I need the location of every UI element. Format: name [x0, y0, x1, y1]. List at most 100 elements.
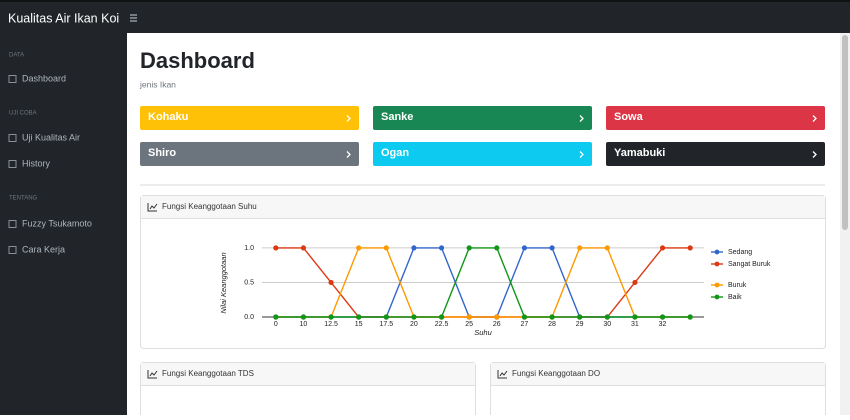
card-bg [140, 106, 359, 130]
series-point [604, 245, 610, 251]
card-chevron [346, 151, 351, 158]
panel-title: Fungsi Keanggotaan Suhu [162, 202, 257, 211]
series-point [549, 314, 555, 320]
sidebar-item[interactable]: Uji Kualitas Air [22, 132, 80, 142]
y-tick-label: 0.0 [244, 314, 254, 321]
panel-title: Fungsi Keanggotaan TDS [162, 369, 254, 378]
sidebar-heading: DATA [9, 53, 24, 59]
series-point [687, 314, 693, 320]
chart-icon [147, 370, 158, 379]
series-point [466, 314, 472, 320]
card-chevron [812, 115, 817, 122]
page-title: Dashboard [140, 48, 255, 73]
card-bg [373, 106, 592, 130]
sidebar-item[interactable]: History [22, 158, 51, 168]
sidebar-icon [8, 246, 17, 254]
card-bg [373, 142, 592, 166]
card[interactable]: Yamabuki [606, 142, 825, 166]
legend-label: Sangat Buruk [728, 261, 771, 268]
panel [140, 195, 826, 349]
chart-icon [497, 370, 508, 379]
scrollbar-thumb[interactable] [842, 35, 848, 230]
x-tick-label: 26 [493, 321, 501, 328]
series-point [356, 314, 362, 320]
chart-icon [147, 203, 158, 212]
x-tick-label: 25 [465, 321, 473, 328]
series-point [577, 314, 583, 320]
card-bg [606, 106, 825, 130]
menu-toggle[interactable] [130, 14, 137, 22]
x-tick-label: 10 [300, 321, 308, 328]
series-point [521, 314, 528, 320]
x-tick-label: 12.5 [324, 321, 338, 328]
sidebar-icon [8, 134, 17, 142]
card-chevron [812, 151, 817, 158]
card[interactable]: Ogan [373, 142, 592, 166]
y-tick-label: 0.5 [244, 279, 254, 286]
sidebar [0, 33, 127, 415]
series-point [438, 245, 445, 251]
panel-header [141, 363, 475, 385]
series-point [411, 245, 417, 251]
panel-header [491, 363, 825, 385]
series-point [466, 245, 472, 251]
card-label: Yamabuki [614, 147, 665, 159]
series-point [438, 314, 445, 320]
x-tick-label: 32 [659, 321, 667, 328]
x-tick-label: 27 [521, 321, 529, 328]
panel-title: Fungsi Keanggotaan DO [512, 369, 600, 378]
legend-dot [714, 282, 720, 288]
x-tick-label: 30 [603, 321, 611, 328]
x-tick-label: 0 [274, 321, 278, 328]
card-label: Shiro [148, 147, 176, 159]
suhu-panel: Fungsi Keanggotaan Suhu [140, 195, 826, 349]
sidebar-heading: TENTANG [9, 196, 38, 202]
series-point [494, 314, 500, 320]
series-point [632, 279, 638, 286]
card[interactable]: Kohaku [140, 106, 359, 130]
series-point [273, 314, 279, 320]
sidebar-icon [8, 75, 17, 83]
page-subtitle: jenis Ikan [139, 79, 176, 89]
sidebar-icon [8, 160, 17, 168]
navbar [0, 0, 850, 33]
x-tick-label: 22.5 [435, 321, 449, 328]
sidebar-heading: UJI COBA [9, 111, 37, 117]
panel-header [141, 196, 825, 218]
series-point [659, 245, 666, 251]
series-point [632, 314, 638, 320]
brand[interactable]: Kualitas Air Ikan Koi [8, 11, 119, 25]
series-point [383, 245, 389, 251]
series-point [494, 245, 500, 251]
card[interactable]: Sanke [373, 106, 592, 130]
x-tick-label: 29 [576, 321, 584, 328]
series-point [273, 245, 279, 251]
series-point [383, 314, 389, 320]
series-point [549, 245, 555, 251]
legend-dot [714, 261, 720, 267]
card-label: Ogan [381, 147, 409, 159]
card[interactable]: Shiro [140, 142, 359, 166]
series-point [300, 314, 307, 320]
x-tick-label: 20 [410, 321, 418, 328]
series-point [577, 245, 583, 251]
y-axis-label: Nilai Keanggotaan [219, 252, 228, 313]
sidebar-item[interactable]: Dashboard [22, 73, 66, 83]
card[interactable]: Sowa [606, 106, 825, 130]
series-point [604, 314, 610, 320]
sidebar-item[interactable]: Fuzzy Tsukamoto [22, 218, 92, 228]
legend-label: Sedang [728, 249, 752, 256]
card-label: Kohaku [148, 111, 188, 123]
navbar-edge [0, 0, 850, 2]
card-bg [606, 142, 825, 166]
series-point [521, 245, 528, 251]
legend-label: Baik [728, 294, 742, 301]
legend-dot [714, 249, 720, 255]
card-bg [140, 142, 359, 166]
series-point [300, 245, 307, 251]
sidebar-item[interactable]: Cara Kerja [22, 244, 65, 254]
series-point [659, 314, 666, 320]
y-tick-label: 1.0 [244, 245, 254, 252]
card-chevron [579, 151, 584, 158]
